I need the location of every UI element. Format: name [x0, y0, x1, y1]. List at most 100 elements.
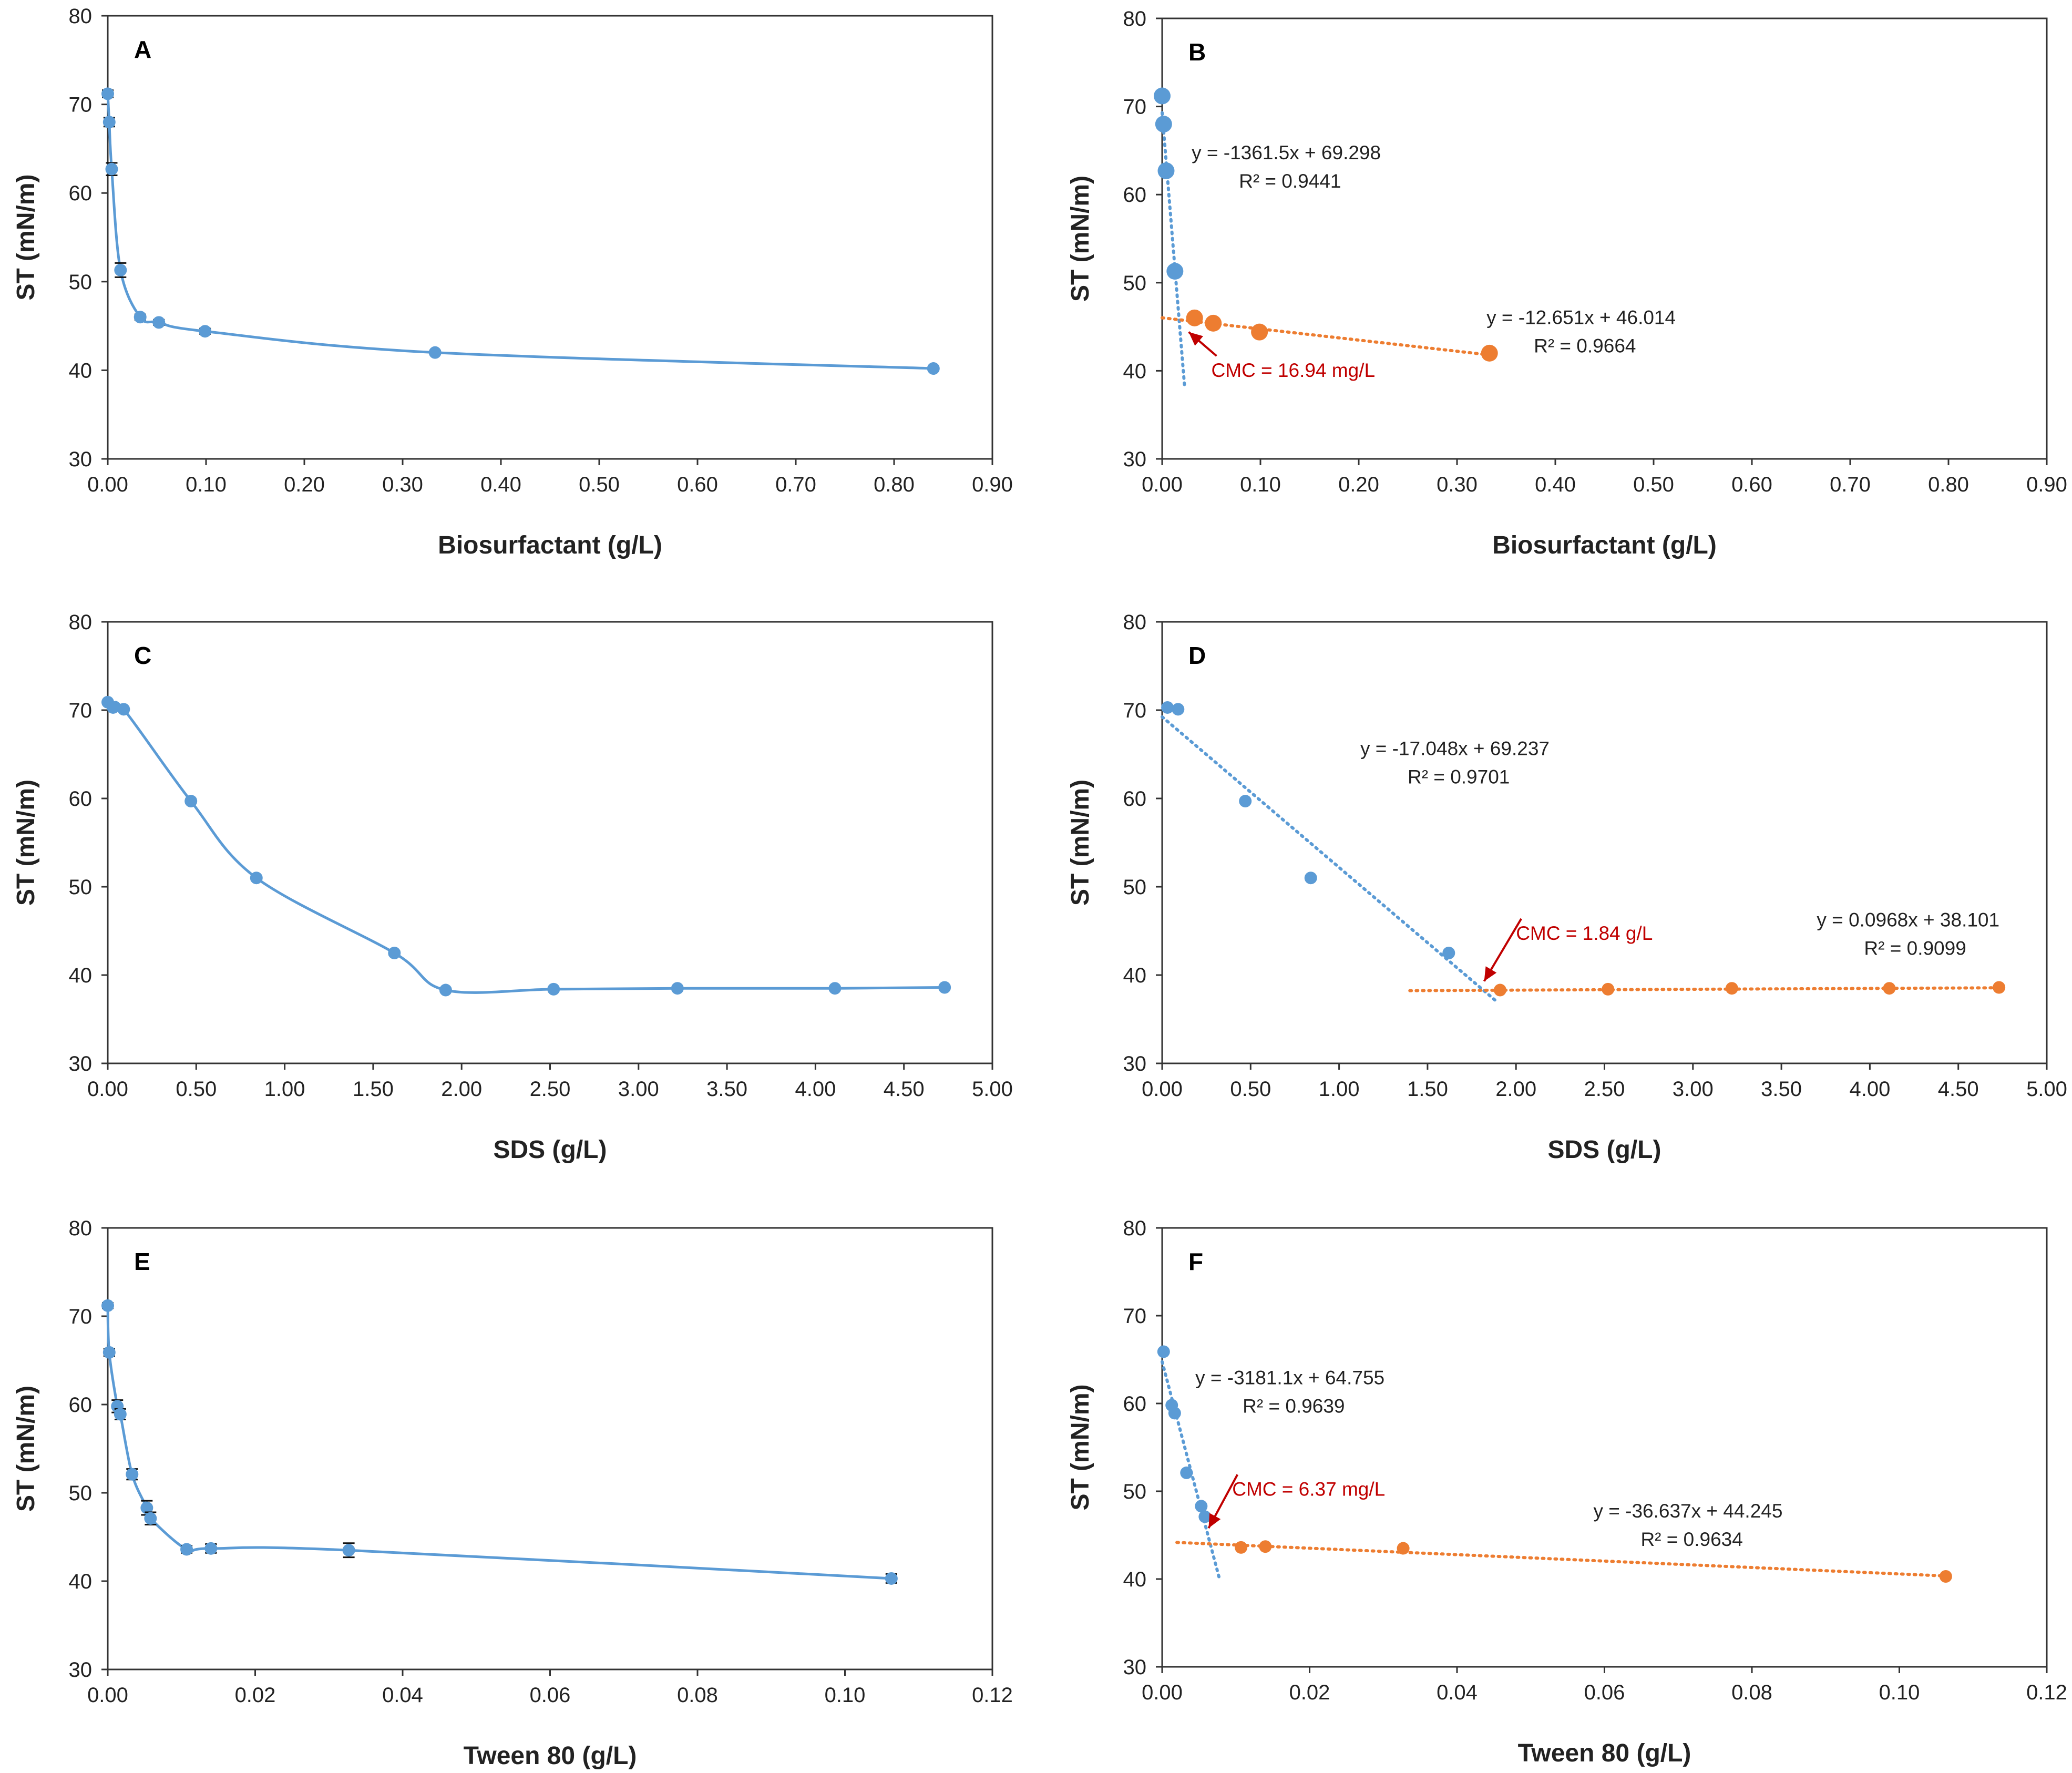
data-point-c: [184, 795, 198, 808]
data-point-e: [140, 1501, 153, 1514]
x-tick-label-a: 0.30: [382, 473, 423, 496]
x-tick-label-a: 0.80: [874, 473, 915, 496]
data-point-f-post: [1259, 1540, 1272, 1553]
trend-equation-f-2: y = -36.637x + 44.245: [1593, 1500, 1782, 1522]
y-tick-label-f: 70: [1123, 1305, 1147, 1328]
data-point-d-pre: [1172, 703, 1185, 716]
data-point-d-post: [1883, 982, 1896, 995]
x-tick-label-f: 0.00: [1142, 1681, 1183, 1704]
data-point-c: [547, 982, 560, 996]
data-point-a: [114, 263, 127, 276]
trend-equation-d-1: y = -17.048x + 69.237: [1360, 738, 1550, 760]
data-point-f-pre: [1198, 1510, 1212, 1523]
plot-frame-a: [107, 15, 993, 460]
x-tick-label-d: 3.00: [1673, 1078, 1714, 1101]
x-tick-label-f: 0.04: [1437, 1681, 1478, 1704]
x-tick-label-a: 0.70: [775, 473, 816, 496]
y-tick-label-a: 50: [69, 271, 93, 294]
x-tick-label-e: 0.04: [382, 1684, 423, 1707]
data-point-c: [107, 701, 120, 714]
y-tick-label-e: 70: [69, 1305, 93, 1328]
data-point-b-post: [1205, 314, 1222, 332]
x-tick-label-b: 0.20: [1338, 473, 1379, 496]
x-tick-label-c: 4.50: [884, 1078, 925, 1101]
x-tick-label-c: 2.00: [441, 1078, 482, 1101]
x-tick-label-b: 0.80: [1928, 473, 1969, 496]
y-tick-label-a: 40: [69, 359, 93, 382]
y-tick-label-f: 80: [1123, 1217, 1147, 1240]
chart-c-panel: C SDS (g/L) ST (mN/m) 0.00 0.50 1.00 1.50 2.…: [12, 611, 1013, 1164]
x-tick-label-b: 0.30: [1437, 473, 1478, 496]
trend-equation-b-1: y = -1361.5x + 69.298: [1192, 142, 1381, 163]
x-tick-label-d: 2.00: [1495, 1078, 1536, 1101]
y-tick-label-c: 80: [69, 611, 93, 634]
y-tick-label-c: 30: [69, 1052, 93, 1075]
x-axis-label-f: Tween 80 (g/L): [1518, 1739, 1691, 1767]
y-tick-label-f: 30: [1123, 1656, 1147, 1679]
cmc-label-d: CMC = 1.84 g/L: [1516, 923, 1653, 944]
data-point-b-pre: [1155, 116, 1172, 133]
data-point-b-pre: [1154, 87, 1171, 105]
x-tick-label-d: 4.50: [1938, 1078, 1979, 1101]
x-tick-label-c: 0.00: [87, 1078, 128, 1101]
y-tick-label-a: 80: [69, 5, 93, 28]
x-tick-label-b: 0.10: [1240, 473, 1281, 496]
chart-d-panel: D SDS (g/L) ST (mN/m) y = -17.048x + 69.…: [1066, 611, 2067, 1164]
data-point-d-pre: [1161, 701, 1174, 714]
data-point-c: [439, 983, 452, 997]
y-tick-label-d: 40: [1123, 964, 1147, 987]
cmc-arrow-head-b: [1188, 332, 1204, 346]
y-tick-label-d: 30: [1123, 1052, 1147, 1075]
y-tick-label-e: 80: [69, 1217, 93, 1240]
panel-label-a: A: [134, 36, 151, 63]
data-point-e: [126, 1468, 139, 1481]
y-tick-label-d: 70: [1123, 699, 1147, 722]
x-tick-label-d: 2.50: [1584, 1078, 1625, 1101]
y-tick-label-b: 70: [1123, 96, 1147, 119]
y-tick-label-f: 50: [1123, 1480, 1147, 1503]
trendline-b-1: [1161, 111, 1187, 391]
x-tick-label-c: 2.50: [530, 1078, 571, 1101]
x-tick-label-f: 0.08: [1731, 1681, 1772, 1704]
x-tick-label-e: 0.08: [677, 1684, 718, 1707]
data-point-e: [342, 1544, 355, 1557]
y-tick-label-d: 80: [1123, 611, 1147, 634]
panel-label-f: F: [1188, 1248, 1203, 1275]
panel-label-d: D: [1188, 642, 1206, 669]
trendline-d-1: [1161, 715, 1500, 1005]
trendline-d-2: [1408, 986, 2001, 992]
x-tick-label-d: 0.00: [1142, 1078, 1183, 1101]
x-axis-label-a: Biosurfactant (g/L): [438, 531, 662, 559]
series-line-c: [107, 701, 945, 994]
x-tick-label-a: 0.50: [579, 473, 620, 496]
y-tick-label-b: 60: [1123, 183, 1147, 207]
x-tick-label-d: 3.50: [1761, 1078, 1802, 1101]
data-point-c: [671, 982, 684, 995]
y-axis-label-a: ST (mN/m): [12, 175, 40, 301]
trend-equation-d-2: y = 0.0968x + 38.101: [1817, 909, 1999, 931]
x-tick-label-a: 0.10: [186, 473, 227, 496]
y-tick-label-a: 60: [69, 182, 93, 205]
trendline-f-2: [1175, 1541, 1947, 1578]
data-point-b-post: [1481, 344, 1498, 362]
cmc-label-f: CMC = 6.37 mg/L: [1232, 1478, 1385, 1500]
data-point-c: [938, 981, 951, 994]
data-point-c: [828, 982, 842, 995]
data-point-f-pre: [1195, 1500, 1208, 1513]
y-tick-label-a: 30: [69, 448, 93, 471]
data-point-a: [134, 311, 147, 324]
data-point-d-post: [1602, 982, 1615, 996]
y-tick-label-c: 60: [69, 787, 93, 811]
y-tick-label-f: 40: [1123, 1568, 1147, 1591]
data-point-a: [101, 87, 114, 100]
data-point-f-post: [1397, 1542, 1410, 1555]
trend-r2-f-1: R² = 0.9639: [1243, 1395, 1345, 1417]
data-point-d-post: [1993, 981, 2006, 994]
y-tick-label-b: 40: [1123, 360, 1147, 383]
x-tick-label-a: 0.40: [480, 473, 521, 496]
data-point-a: [428, 346, 442, 359]
data-point-d-pre: [1239, 795, 1252, 808]
x-tick-label-b: 0.60: [1731, 473, 1772, 496]
x-tick-label-c: 4.00: [795, 1078, 836, 1101]
